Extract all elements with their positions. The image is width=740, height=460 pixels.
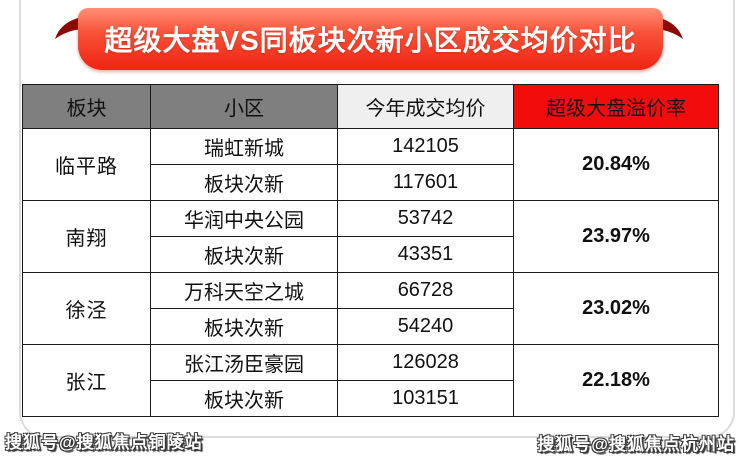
community-cell: 板块次新 (150, 236, 338, 273)
col-header-community: 小区 (150, 84, 338, 129)
watermark-right: 搜狐号@搜狐焦点杭州站 (537, 435, 735, 454)
table-row: 板块次新 103151 (23, 380, 719, 417)
community-cell: 瑞虹新城 (150, 128, 338, 165)
table-row: 徐泾 万科天空之城 66728 23.02% (22, 272, 719, 345)
price-cell: 126028 (337, 344, 514, 381)
table-header-row: 板块 小区 今年成交均价 超级大盘溢价率 (22, 84, 719, 129)
community-cell: 板块次新 (150, 308, 338, 345)
price-cell: 53742 (337, 200, 514, 237)
watermark-left: 搜狐号@搜狐焦点铜陵站 (5, 433, 203, 452)
premium-cell: 22.18% (513, 344, 719, 417)
district-cell: 张江 (22, 344, 151, 417)
price-cell: 43351 (337, 236, 514, 273)
price-cell: 66728 (337, 272, 514, 309)
district-cell: 南翔 (22, 200, 151, 273)
table-row: 板块次新 54240 (23, 308, 719, 345)
col-header-district: 板块 (22, 84, 151, 129)
price-cell: 54240 (337, 308, 514, 345)
banner-ribbon: 超级大盘VS同板块次新小区成交均价对比 (0, 0, 740, 80)
table-row: 南翔 华润中央公园 53742 23.97% (22, 200, 719, 273)
banner-ribbon-body: 超级大盘VS同板块次新小区成交均价对比 (78, 8, 663, 70)
table-row: 张江 张江汤臣豪园 126028 22.18% (22, 344, 719, 417)
col-header-price: 今年成交均价 (337, 84, 514, 129)
premium-cell: 23.02% (513, 272, 719, 345)
image-card-edge (19, 0, 735, 438)
district-cell: 临平路 (22, 128, 151, 201)
premium-cell: 23.97% (513, 200, 719, 273)
price-comparison-table: 板块 小区 今年成交均价 超级大盘溢价率 临平路 瑞虹新城 142105 20.… (22, 84, 719, 417)
community-cell: 板块次新 (150, 380, 338, 417)
community-cell: 华润中央公园 (150, 200, 338, 237)
table-row: 板块次新 43351 (23, 236, 719, 273)
district-cell: 徐泾 (22, 272, 151, 345)
community-cell: 万科天空之城 (150, 272, 338, 309)
price-cell: 103151 (337, 380, 514, 417)
table-row: 板块次新 117601 (23, 164, 719, 201)
community-cell: 板块次新 (150, 164, 338, 201)
community-cell: 张江汤臣豪园 (150, 344, 338, 381)
price-cell: 142105 (337, 128, 514, 165)
col-header-premium: 超级大盘溢价率 (513, 84, 719, 129)
table-row: 临平路 瑞虹新城 142105 20.84% (22, 128, 719, 201)
premium-cell: 20.84% (513, 128, 719, 201)
price-cell: 117601 (337, 164, 514, 201)
page-title: 超级大盘VS同板块次新小区成交均价对比 (104, 25, 637, 56)
